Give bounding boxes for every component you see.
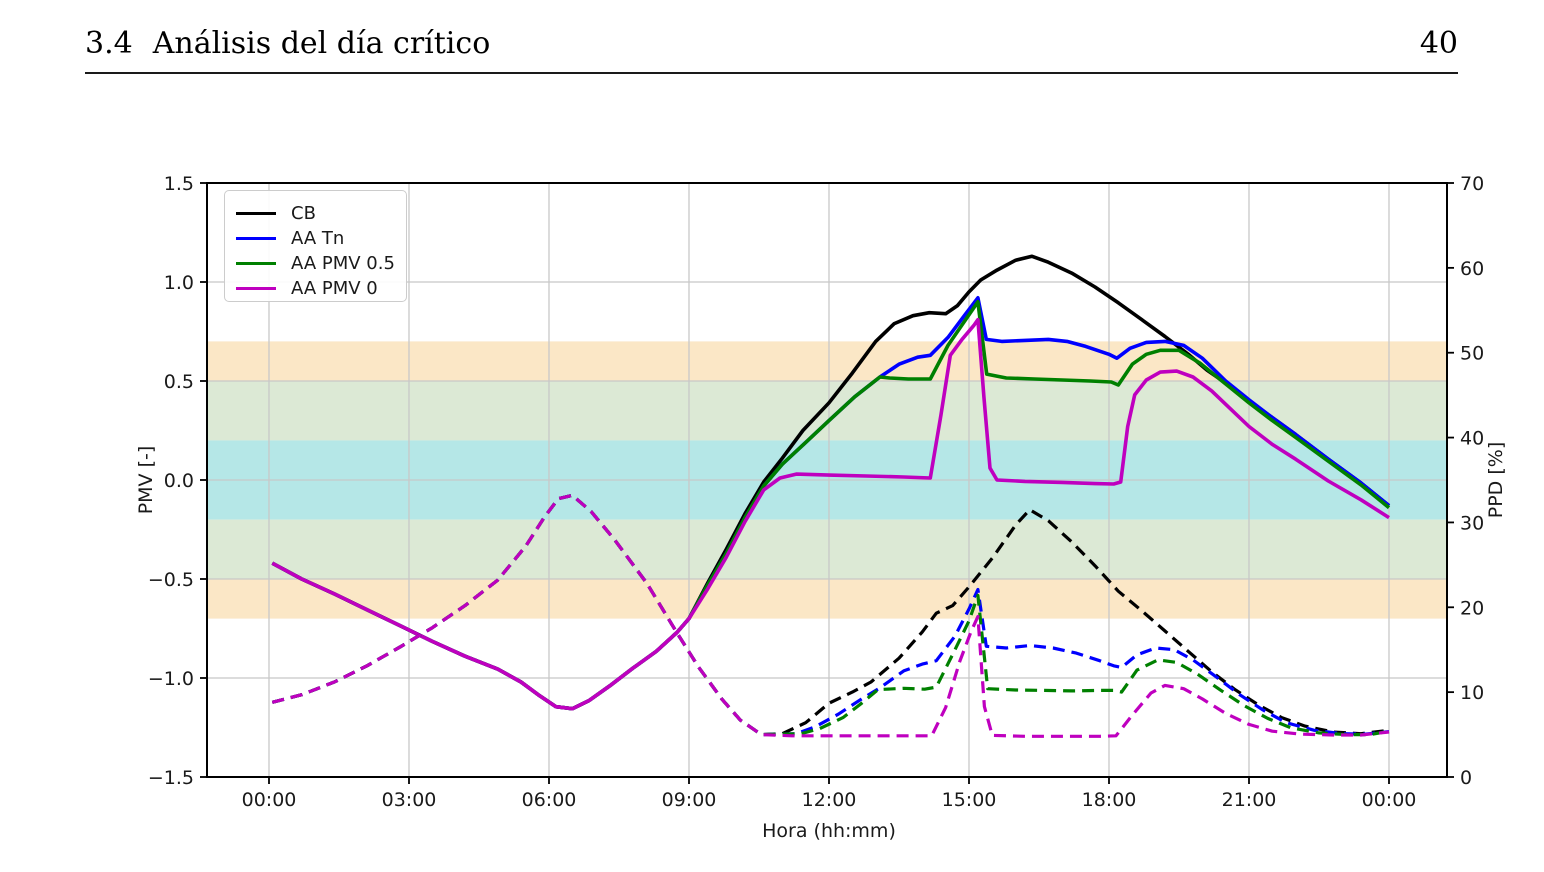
x-tick-label: 12:00 xyxy=(802,789,857,811)
y-axis-label-left: PMV [-] xyxy=(135,446,157,515)
x-tick-label: 09:00 xyxy=(662,789,717,811)
comfort-band xyxy=(207,579,1447,619)
y-tick-label-left: −1.0 xyxy=(148,668,194,690)
legend-item-aa-tn: AA Tn xyxy=(236,226,406,251)
legend-label: AA PMV 0.5 xyxy=(291,252,395,274)
x-tick-label: 00:00 xyxy=(1362,789,1417,811)
y-tick-label-left: 1.5 xyxy=(164,173,194,195)
y-tick-label-right: 0 xyxy=(1460,767,1472,789)
x-axis-label: Hora (hh:mm) xyxy=(762,820,896,842)
y-tick-label-right: 10 xyxy=(1460,682,1484,704)
legend-label: AA PMV 0 xyxy=(291,277,378,299)
legend-line-swatch-cb xyxy=(236,211,276,216)
y-tick-label-right: 50 xyxy=(1460,343,1484,365)
y-tick-label-right: 60 xyxy=(1460,258,1484,280)
comfort-band xyxy=(207,341,1447,381)
x-tick-label: 15:00 xyxy=(942,789,997,811)
x-tick-label: 18:00 xyxy=(1082,789,1137,811)
y-tick-label-right: 30 xyxy=(1460,512,1484,534)
y-tick-label-left: −0.5 xyxy=(148,569,194,591)
x-tick-label: 06:00 xyxy=(522,789,577,811)
legend-line-swatch-aa-pmv05 xyxy=(236,261,276,266)
legend-line-swatch-aa-pmv0 xyxy=(236,286,276,291)
y-tick-label-left: 1.0 xyxy=(164,272,194,294)
page-number: 40 xyxy=(1419,26,1458,61)
section-title: Análisis del día crítico xyxy=(152,26,491,61)
y-tick-label-right: 20 xyxy=(1460,597,1484,619)
x-tick-label: 21:00 xyxy=(1222,789,1277,811)
legend-label: AA Tn xyxy=(291,227,345,249)
legend-line-swatch-aa-tn xyxy=(236,236,276,241)
legend: CB AA Tn AA PMV 0.5 AA PMV 0 xyxy=(224,190,407,302)
comfort-band xyxy=(207,519,1447,579)
legend-label: CB xyxy=(291,202,316,224)
section-number: 3.4 xyxy=(85,26,133,61)
series-line-aa-pmv-0 xyxy=(271,317,1390,711)
y-tick-label-right: 70 xyxy=(1460,173,1484,195)
series-line-aa-pmv-0-ppd xyxy=(271,493,1390,738)
heading-rule xyxy=(85,72,1458,74)
document-header: 3.4 Análisis del día crítico 40 xyxy=(85,26,1458,66)
y-tick-label-left: −1.5 xyxy=(148,767,194,789)
legend-item-aa-pmv05: AA PMV 0.5 xyxy=(236,251,406,276)
section-heading: 3.4 Análisis del día crítico xyxy=(85,26,490,61)
legend-item-cb: CB xyxy=(236,201,406,226)
y-tick-label-right: 40 xyxy=(1460,428,1484,450)
y-tick-label-left: 0.0 xyxy=(164,470,194,492)
y-tick-label-left: 0.5 xyxy=(164,371,194,393)
x-tick-label: 00:00 xyxy=(242,789,297,811)
legend-item-aa-pmv0: AA PMV 0 xyxy=(236,276,406,301)
x-tick-label: 03:00 xyxy=(382,789,437,811)
y-axis-label-right: PPD [%] xyxy=(1485,442,1507,518)
